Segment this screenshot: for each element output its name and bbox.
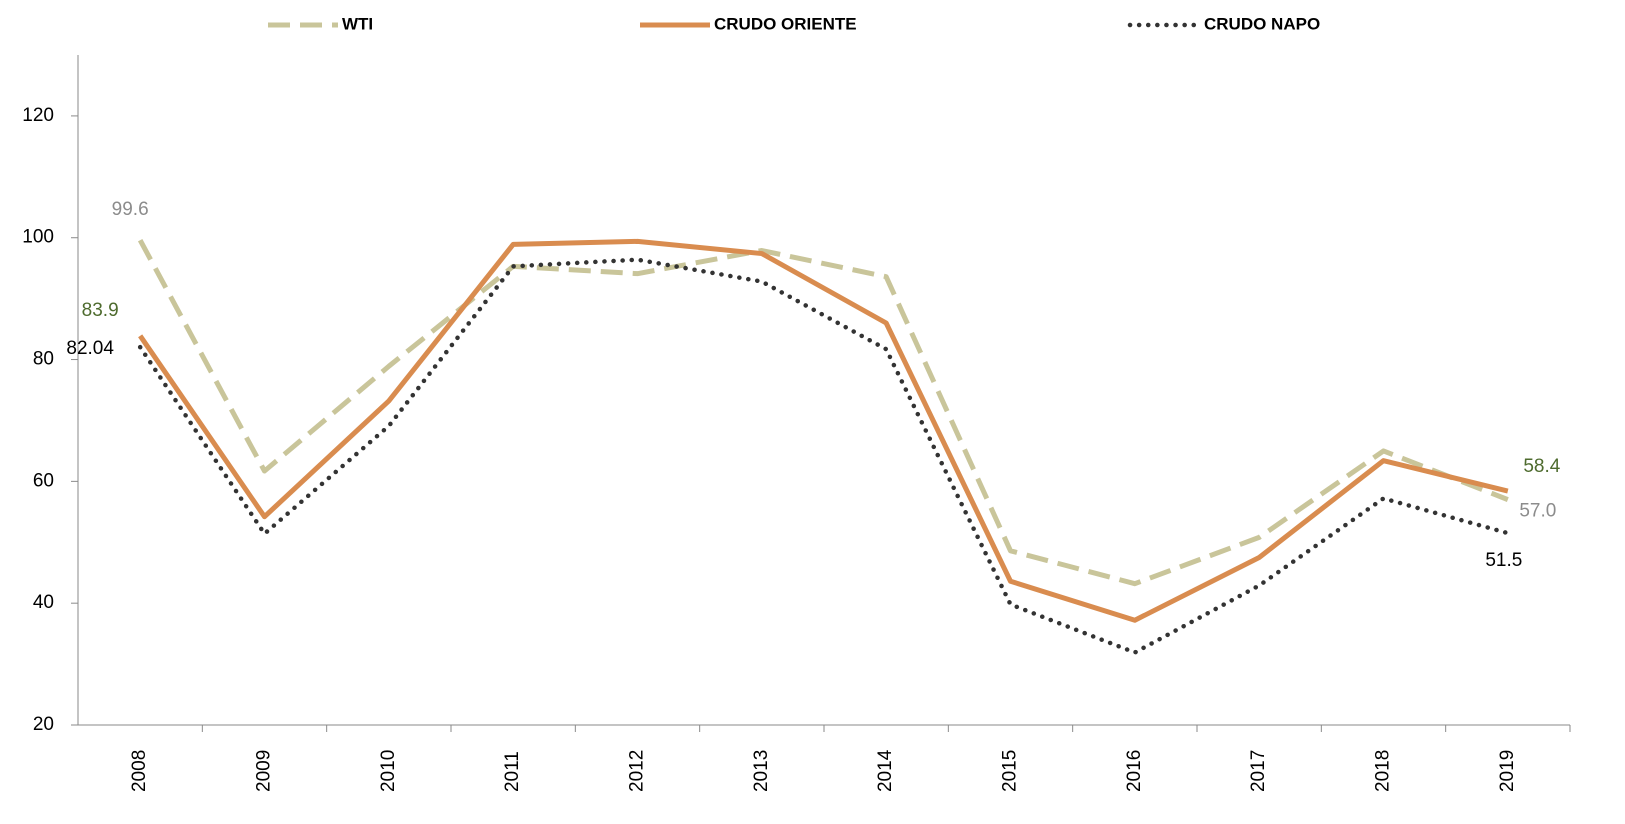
y-tick-label: 40: [33, 592, 54, 613]
legend-label: WTI: [342, 14, 373, 33]
data-label: 51.5: [1485, 550, 1522, 571]
data-label: 57.0: [1519, 501, 1556, 522]
data-label: 99.6: [112, 199, 149, 220]
x-tick-label: 2019: [1497, 750, 1518, 792]
legend-label: CRUDO NAPO: [1204, 14, 1320, 33]
x-tick-label: 2018: [1373, 750, 1394, 792]
data-label: 82.04: [66, 338, 114, 359]
x-tick-label: 2008: [129, 750, 150, 792]
data-label: 83.9: [82, 300, 119, 321]
x-tick-label: 2017: [1248, 750, 1269, 792]
legend-label: CRUDO ORIENTE: [714, 14, 857, 33]
x-tick-label: 2014: [875, 749, 896, 792]
x-tick-label: 2012: [627, 750, 648, 792]
x-tick-label: 2016: [1124, 750, 1145, 792]
x-tick-label: 2009: [254, 750, 275, 792]
data-label: 58.4: [1523, 456, 1560, 477]
y-tick-label: 20: [33, 714, 54, 735]
y-tick-label: 60: [33, 470, 54, 491]
y-tick-label: 80: [33, 349, 54, 370]
series-line: [137, 257, 1511, 655]
x-tick-label: 2011: [502, 751, 523, 792]
series-line: [138, 238, 1509, 623]
series-line: [137, 238, 1509, 587]
y-tick-label: 100: [22, 227, 54, 248]
x-tick-label: 2013: [751, 750, 772, 792]
y-tick-label: 120: [22, 105, 54, 126]
x-tick-label: 2010: [378, 750, 399, 792]
x-tick-label: 2015: [1000, 750, 1021, 792]
